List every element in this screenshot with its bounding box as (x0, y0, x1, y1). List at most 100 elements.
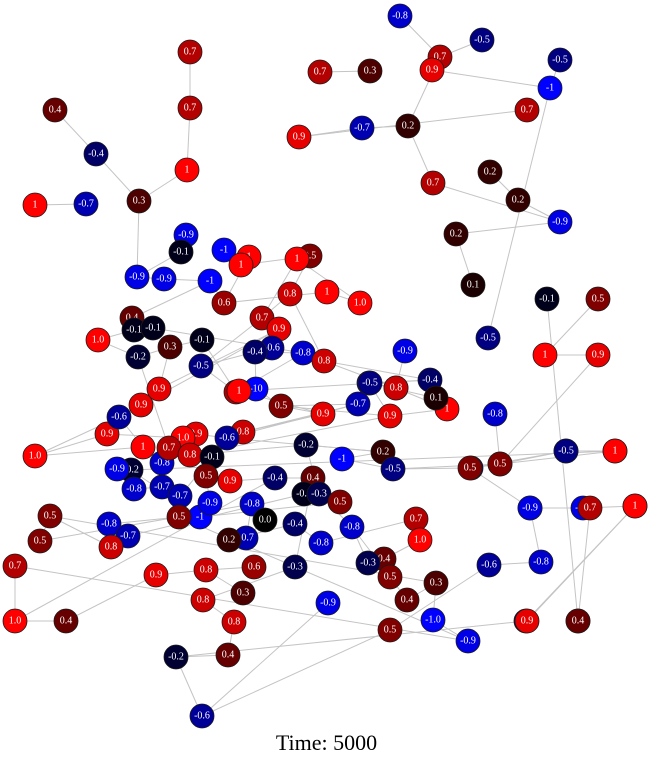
node: -0.8 (121, 476, 147, 502)
node-label: -10 (249, 384, 262, 395)
node: -0.6 (476, 552, 502, 578)
node: 0.7 (177, 39, 203, 65)
node-label: 0.5 (34, 536, 47, 547)
edge (544, 298, 599, 356)
node: 0.4 (215, 642, 241, 668)
node-label: -0.9 (460, 636, 476, 647)
node-circle (457, 455, 483, 481)
node-label: -0.2 (123, 465, 139, 476)
node-label: 0.6 (248, 562, 261, 573)
node-circle (314, 279, 340, 305)
node-label: 0.9 (293, 132, 306, 143)
node-label: -1 (220, 245, 228, 256)
node-label: 0.3 (364, 66, 377, 77)
node-circle (252, 507, 278, 533)
edge (389, 564, 490, 631)
node: 0.5 (327, 489, 353, 515)
node-label: 1 (543, 350, 548, 361)
edge (201, 602, 329, 717)
node-label: -0.1 (126, 325, 142, 336)
node-circle (151, 266, 177, 292)
node-label: -0.9 (552, 217, 568, 228)
node: 0.5 (37, 503, 63, 529)
node-label: -0.5 (385, 464, 401, 475)
node: 0.4 (42, 97, 68, 123)
node-label: 1 (239, 260, 244, 271)
node-label: -0.1 (173, 247, 189, 258)
node-circle (166, 504, 192, 530)
node-circle (106, 404, 132, 430)
node-circle (282, 511, 308, 537)
edge (289, 293, 325, 362)
node-label: 0.8 (237, 427, 250, 438)
node: 1 (602, 438, 628, 464)
edge (320, 518, 417, 544)
node-label: -0.9 (522, 503, 538, 514)
node-label: -0.9 (178, 230, 194, 241)
node-circle (349, 115, 375, 141)
node: 1 (226, 378, 252, 404)
node-label: -0.8 (154, 458, 170, 469)
node-label: -0.6 (264, 343, 280, 354)
node-label: -0.9 (109, 464, 125, 475)
node-label: -0.4 (88, 149, 104, 160)
node-circle (242, 339, 268, 365)
node-circle (286, 124, 312, 150)
node-label: 0.9 (135, 400, 148, 411)
node: -0.4 (262, 465, 288, 491)
node: 0.5 (457, 455, 483, 481)
node-label: 1 (325, 287, 330, 298)
node: 0.7 (403, 506, 429, 532)
node-circle (293, 432, 319, 458)
node-label: 0.9 (426, 65, 439, 76)
node-circle (193, 557, 219, 583)
node: -0.5 (188, 353, 214, 379)
edge (34, 433, 108, 457)
node-label: -0.8 (392, 11, 408, 22)
node: -1.0 (420, 607, 446, 633)
node-circle (357, 370, 383, 396)
node-circle (217, 468, 243, 494)
node-label: -0.7 (238, 533, 254, 544)
node: -0.1 (534, 286, 560, 312)
node-label: 0.9 (592, 350, 605, 361)
node-label: -0.9 (202, 498, 218, 509)
edge (432, 182, 561, 223)
node-label: -0.2 (168, 652, 184, 663)
node-label: 1 (237, 386, 242, 397)
node: 1 (532, 342, 558, 368)
node: 0.8 (190, 587, 216, 613)
node-circle (517, 495, 543, 521)
node-label: 0.5 (384, 572, 397, 583)
node-label: 1.0 (9, 616, 22, 627)
node-label: -0.9 (397, 346, 413, 357)
node-label: -1 (338, 454, 346, 465)
node: 1 (130, 434, 156, 460)
node-circle (282, 554, 308, 580)
node: -0.7 (345, 391, 371, 417)
node-label: 0.8 (284, 289, 297, 300)
node: -0.9 (104, 456, 130, 482)
node: 0.3 (357, 58, 383, 84)
node-circle (228, 252, 254, 278)
node: 0.7 (177, 95, 203, 121)
node: -0.9 (547, 209, 573, 235)
node: 1.0 (85, 327, 111, 353)
node-circle (27, 528, 53, 554)
node-label: 0.8 (197, 595, 210, 606)
node: -0.7 (349, 115, 375, 141)
node-label: 0.8 (318, 356, 331, 367)
node-label: -0.8 (344, 522, 360, 533)
node: 1 (228, 252, 254, 278)
node: 0.9 (128, 392, 154, 418)
node-circle (487, 451, 513, 477)
node-label: 0.5 (173, 512, 186, 523)
node-circle (482, 401, 508, 427)
node: 0.6 (241, 554, 267, 580)
node-circle (395, 113, 421, 139)
node-label: -0.5 (480, 333, 496, 344)
node-label: 1.0 (354, 298, 367, 309)
node-label: -0.8 (126, 484, 142, 495)
node-layer: 0.70.710.4-0.40.31 -0.7-0.80.7-0.50.90.7 0… (2, 3, 648, 729)
node-label: 0.9 (153, 384, 166, 395)
